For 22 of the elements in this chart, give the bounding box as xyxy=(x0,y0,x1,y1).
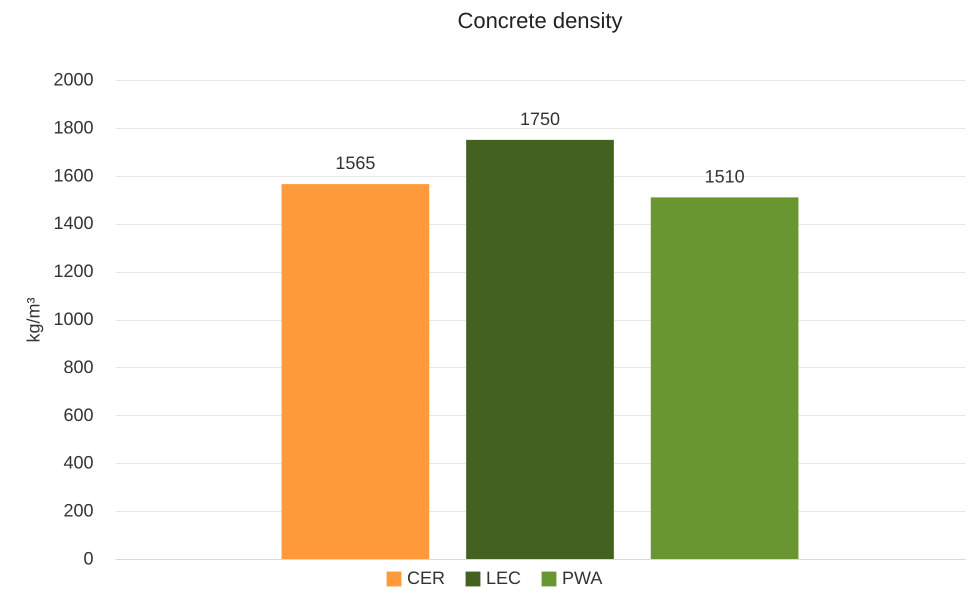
y-tick-label: 1000 xyxy=(53,309,94,329)
data-label: 1510 xyxy=(704,166,745,186)
data-label: 1750 xyxy=(520,108,560,129)
y-tick-label: 200 xyxy=(63,500,94,521)
y-tick-label: 400 xyxy=(63,452,94,473)
chart-title: Concrete density xyxy=(457,8,623,33)
y-tick-label: 0 xyxy=(83,548,94,568)
y-tick-label: 1200 xyxy=(53,261,94,282)
legend-label: CER xyxy=(407,568,446,588)
data-label: 1565 xyxy=(335,153,376,174)
y-tick-label: 1600 xyxy=(53,165,94,186)
bar xyxy=(282,184,430,559)
legend-label: PWA xyxy=(562,568,602,588)
y-tick-label: 1400 xyxy=(53,213,94,234)
bar xyxy=(466,140,614,559)
y-tick-label: 600 xyxy=(63,404,94,425)
y-tick-label: 2000 xyxy=(53,70,94,90)
legend-label: LEC xyxy=(486,568,522,588)
y-axis-title: kg/m³ xyxy=(23,297,44,342)
bar xyxy=(650,197,798,559)
y-tick-label: 800 xyxy=(63,356,94,377)
y-tick-label: 1800 xyxy=(53,117,94,138)
